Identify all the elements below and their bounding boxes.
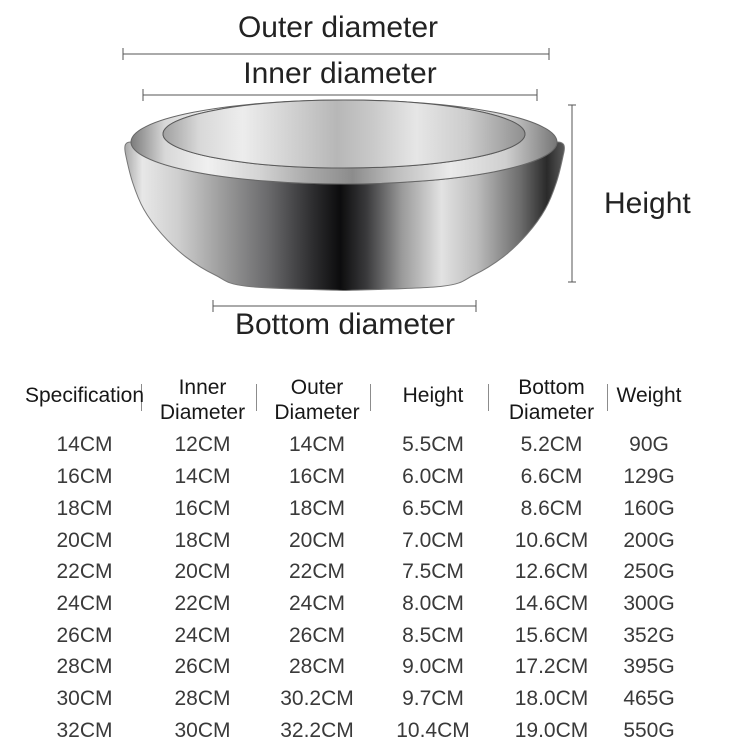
svg-text:Outer diameter: Outer diameter bbox=[238, 11, 438, 44]
svg-text:Height: Height bbox=[604, 187, 691, 220]
svg-text:Bottom diameter: Bottom diameter bbox=[235, 308, 455, 341]
svg-text:Inner diameter: Inner diameter bbox=[243, 57, 436, 90]
